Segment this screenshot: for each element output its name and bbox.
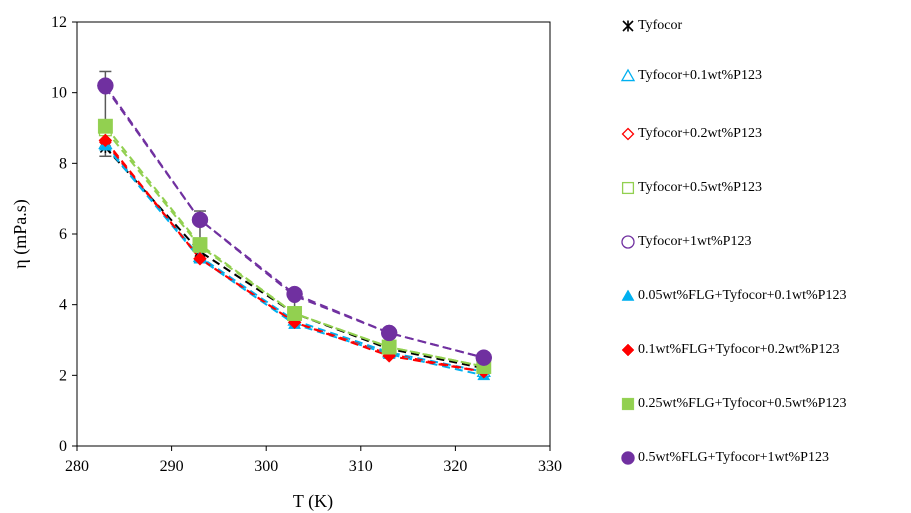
x-tick-label: 310: [349, 458, 373, 475]
x-tick-label: 280: [65, 458, 89, 475]
data-point: [97, 77, 114, 94]
legend-marker-icon: [620, 288, 636, 304]
x-tick-label: 330: [538, 458, 562, 475]
legend-marker-icon: [620, 126, 636, 142]
legend-marker-shape: [621, 343, 635, 357]
legend-item: Tyfocor+0.5wt%P123: [620, 178, 762, 198]
legend-marker-shape: [621, 181, 635, 195]
legend-label: Tyfocor+0.2wt%P123: [638, 126, 762, 141]
data-point: [381, 339, 397, 355]
legend-label: 0.5wt%FLG+Tyfocor+1wt%P123: [638, 450, 829, 465]
data-point: [191, 211, 209, 229]
legend-item: 0.5wt%FLG+Tyfocor+1wt%P123: [620, 448, 829, 468]
legend-label: Tyfocor: [638, 18, 683, 33]
y-axis-title: η (mPa.s): [10, 199, 31, 268]
data-point: [380, 324, 398, 342]
series-line: [104, 85, 485, 359]
y-tick-label: 6: [59, 226, 67, 243]
legend-item: 0.25wt%FLG+Tyfocor+0.5wt%P123: [620, 394, 846, 414]
y-tick-label: 10: [51, 85, 67, 102]
y-axis-ticks: 0 2 4 6 8 10 12: [51, 14, 77, 455]
legend-item: Tyfocor+1wt%P123: [620, 232, 751, 252]
legend: Tyfocor Tyfocor+0.1wt%P123 Tyfocor+0.2wt%P…: [620, 0, 911, 513]
data-point: [98, 133, 113, 148]
legend-marker-icon: [620, 234, 636, 250]
x-tick-label: 290: [160, 458, 184, 475]
y-tick-label: 0: [59, 438, 67, 455]
y-tick-label: 12: [51, 14, 67, 31]
y-tick-label: 2: [59, 367, 67, 384]
legend-marker-shape: [620, 68, 636, 82]
data-point: [192, 237, 208, 253]
legend-marker-icon: [620, 450, 636, 466]
legend-marker-icon: [620, 396, 636, 412]
data-point: [286, 285, 303, 303]
data-point: [193, 251, 207, 266]
legend-marker-shape: [621, 397, 635, 411]
viscosity-chart: 0 2 4 6 8 10 12 280 290 300 310 320 330 T (K) η (mP…: [10, 14, 562, 512]
data-point: [475, 349, 493, 366]
legend-item: Tyfocor+0.1wt%P123: [620, 66, 762, 86]
x-axis-ticks: 280 290 300 310 320 330: [65, 446, 562, 475]
legend-marker-icon: [620, 68, 636, 84]
legend-marker-shape: [621, 235, 635, 249]
legend-label: Tyfocor+0.5wt%P123: [638, 180, 762, 195]
legend-marker-shape: [621, 289, 635, 301]
legend-label: 0.1wt%FLG+Tyfocor+0.2wt%P123: [638, 342, 840, 357]
series-markers: [97, 77, 493, 381]
plot-area: [76, 21, 551, 447]
legend-label: 0.25wt%FLG+Tyfocor+0.5wt%P123: [638, 396, 847, 411]
legend-item: 0.05wt%FLG+Tyfocor+0.1wt%P123: [620, 286, 846, 306]
legend-item: Tyfocor: [620, 16, 682, 36]
y-tick-label: 8: [59, 155, 67, 172]
x-tick-label: 320: [443, 458, 467, 475]
data-point: [287, 306, 303, 321]
legend-marker-icon: [620, 342, 636, 358]
legend-item: 0.1wt%FLG+Tyfocor+0.2wt%P123: [620, 340, 839, 360]
legend-marker-shape: [621, 451, 635, 465]
legend-label: Tyfocor+1wt%P123: [638, 234, 752, 249]
legend-item: Tyfocor+0.2wt%P123: [620, 124, 762, 144]
legend-label: Tyfocor+0.1wt%P123: [638, 68, 762, 83]
legend-marker-shape: [621, 127, 635, 141]
x-axis-title: T (K): [293, 491, 333, 512]
y-tick-label: 4: [59, 297, 67, 314]
legend-marker-shape: [622, 20, 634, 32]
legend-marker-icon: [620, 18, 636, 34]
x-tick-label: 300: [254, 458, 278, 475]
data-point: [97, 118, 113, 134]
legend-marker-icon: [620, 180, 636, 196]
legend-label: 0.05wt%FLG+Tyfocor+0.1wt%P123: [638, 288, 847, 303]
